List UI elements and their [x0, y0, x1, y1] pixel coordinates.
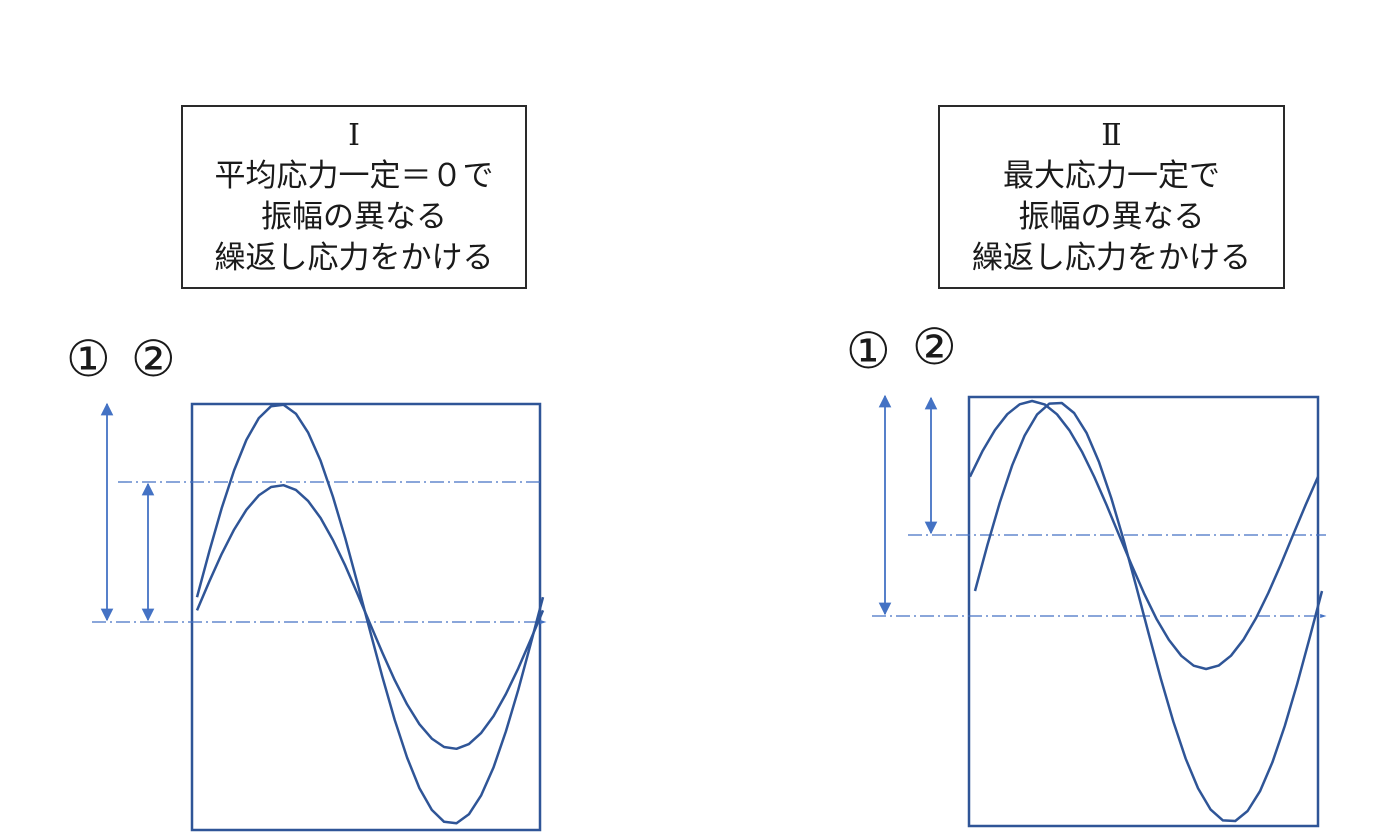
panel-2-caption: Ⅱ 最大応力一定で 振幅の異なる 繰返し応力をかける: [938, 105, 1285, 289]
panel-2-line-1: 最大応力一定で: [1003, 158, 1220, 194]
panel-1-line-1: 平均応力一定＝０で: [214, 158, 494, 194]
panel-1-line-3: 繰返し応力をかける: [214, 240, 494, 276]
panel-1-caption: Ⅰ 平均応力一定＝０で 振幅の異なる 繰返し応力をかける: [181, 105, 527, 289]
panel-2-wave-large: [973, 401, 1324, 823]
panel-1-line-2: 振幅の異なる: [261, 199, 447, 235]
panel-2-marker-2: ②: [912, 318, 957, 376]
panel-2-numeral: Ⅱ: [1101, 118, 1122, 153]
panel-2-wave-small: [968, 399, 1320, 671]
panel-1-wave-large: [195, 403, 545, 825]
panel-1-numeral: Ⅰ: [348, 118, 360, 153]
panel-1-marker-1: ①: [66, 330, 111, 388]
panel-2-line-3: 繰返し応力をかける: [972, 240, 1251, 276]
panel-1-marker-2: ②: [131, 330, 176, 388]
panel-2-frame: [967, 395, 1320, 828]
panel-2-line-2: 振幅の異なる: [1018, 199, 1205, 235]
panel-1-wave-small: [195, 483, 545, 751]
panel-2-marker-1: ①: [846, 322, 891, 380]
